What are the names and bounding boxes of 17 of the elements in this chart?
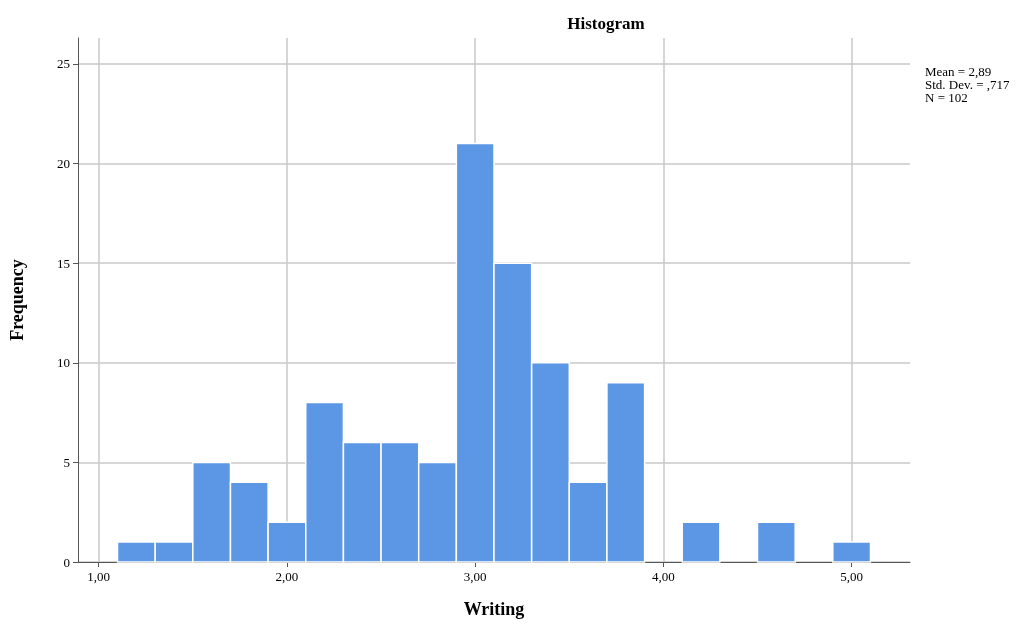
- y-axis-title: Frequency: [7, 259, 27, 341]
- y-tick-label: 10: [57, 355, 70, 371]
- x-tick-label: 1,00: [87, 569, 111, 584]
- y-tick-label: 0: [63, 554, 70, 570]
- text: Std. Dev. = ,717: [925, 77, 1010, 92]
- text: N = 102: [925, 90, 968, 105]
- y-tick-label: 5: [63, 454, 70, 470]
- chart-title: Histogram: [567, 14, 645, 33]
- x-tick-label: 2,00: [275, 569, 299, 584]
- x-tick-label: 5,00: [840, 569, 864, 584]
- y-tick-label: 20: [57, 156, 70, 172]
- x-axis-title: Writing: [463, 599, 525, 619]
- y-tick-label: 15: [57, 255, 70, 271]
- x-tick-label: 3,00: [463, 569, 487, 584]
- text: Mean = 2,89: [925, 64, 992, 79]
- x-tick-label: 4,00: [652, 569, 675, 584]
- y-tick-label: 25: [57, 56, 70, 72]
